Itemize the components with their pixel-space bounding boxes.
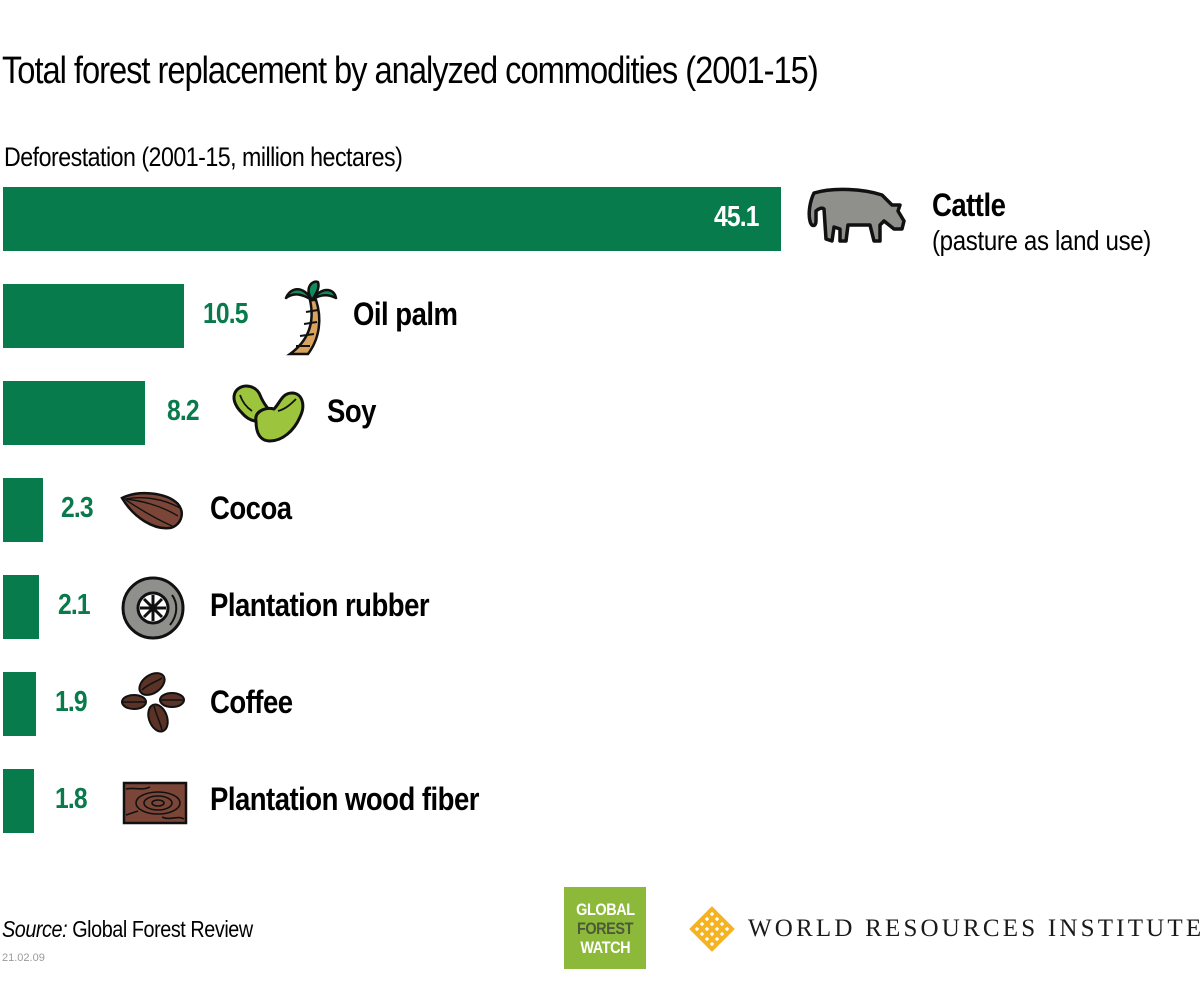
value-label-soy: 8.2 [167, 395, 200, 427]
value-label-plantation-rubber: 2.1 [58, 589, 91, 621]
date-stamp: 21.02.09 [2, 952, 45, 964]
wri-logo-text: WORLD RESOURCES INSTITUTE [748, 915, 1200, 942]
chart-title: Total forest replacement by analyzed com… [2, 50, 819, 92]
cow-icon [807, 187, 906, 243]
category-label-plantation-rubber: Plantation rubber [210, 587, 430, 623]
category-label-cattle: Cattle [932, 187, 1006, 223]
bar-row-oil-palm: 10.5 Oil palm [0, 280, 1200, 356]
bar-row-plantation-rubber: 2.1 Plantation rubber [0, 575, 1200, 640]
gfw-logo-line3: WATCH [580, 937, 630, 957]
value-label-cocoa: 2.3 [61, 492, 94, 524]
bar-coffee [3, 672, 36, 736]
gfw-logo-line2: FOREST [576, 918, 634, 938]
source-note: Source: Global Forest Review [2, 916, 253, 943]
source-text: Global Forest Review [67, 916, 253, 942]
bar-cattle [3, 187, 781, 251]
bar-row-plantation-wood-fiber: 1.8 Plantation wood fiber [0, 769, 1200, 833]
wri-logo-mark-icon [689, 906, 735, 952]
bar-row-cattle: 45.1 Cattle (pasture as land use) [0, 187, 1200, 256]
gfw-logo-line1: GLOBAL [575, 899, 635, 919]
cocoa-pod-icon [120, 491, 183, 530]
bar-plantation-wood-fiber [3, 769, 34, 833]
palm-tree-icon [284, 280, 338, 356]
coffee-beans-icon [121, 672, 185, 733]
bar-oil-palm [3, 284, 184, 348]
chart-subtitle: Deforestation (2001-15, million hectares… [4, 142, 403, 172]
category-label-oil-palm: Oil palm [353, 296, 458, 332]
category-label-cocoa: Cocoa [210, 490, 292, 526]
bar-plantation-rubber [3, 575, 39, 639]
global-forest-watch-logo: GLOBAL FOREST WATCH [564, 887, 646, 969]
category-label-soy: Soy [327, 393, 376, 429]
tire-icon [121, 576, 185, 640]
value-label-coffee: 1.9 [55, 686, 88, 718]
bar-soy [3, 381, 145, 445]
bar-row-coffee: 1.9 Coffee [0, 672, 1200, 736]
bar-row-soy: 8.2 Soy [0, 381, 1200, 445]
soybean-icon [232, 384, 305, 443]
source-prefix: Source: [2, 916, 68, 942]
bar-row-cocoa: 2.3 Cocoa [0, 478, 1200, 542]
category-label-plantation-wood-fiber: Plantation wood fiber [210, 781, 479, 817]
value-label-plantation-wood-fiber: 1.8 [55, 783, 88, 815]
category-sublabel-cattle: (pasture as land use) [932, 225, 1151, 256]
category-label-coffee: Coffee [210, 684, 293, 720]
wood-grain-icon [122, 781, 188, 825]
bar-cocoa [3, 478, 43, 542]
value-label-cattle: 45.1 [714, 201, 759, 233]
value-label-oil-palm: 10.5 [203, 298, 248, 330]
